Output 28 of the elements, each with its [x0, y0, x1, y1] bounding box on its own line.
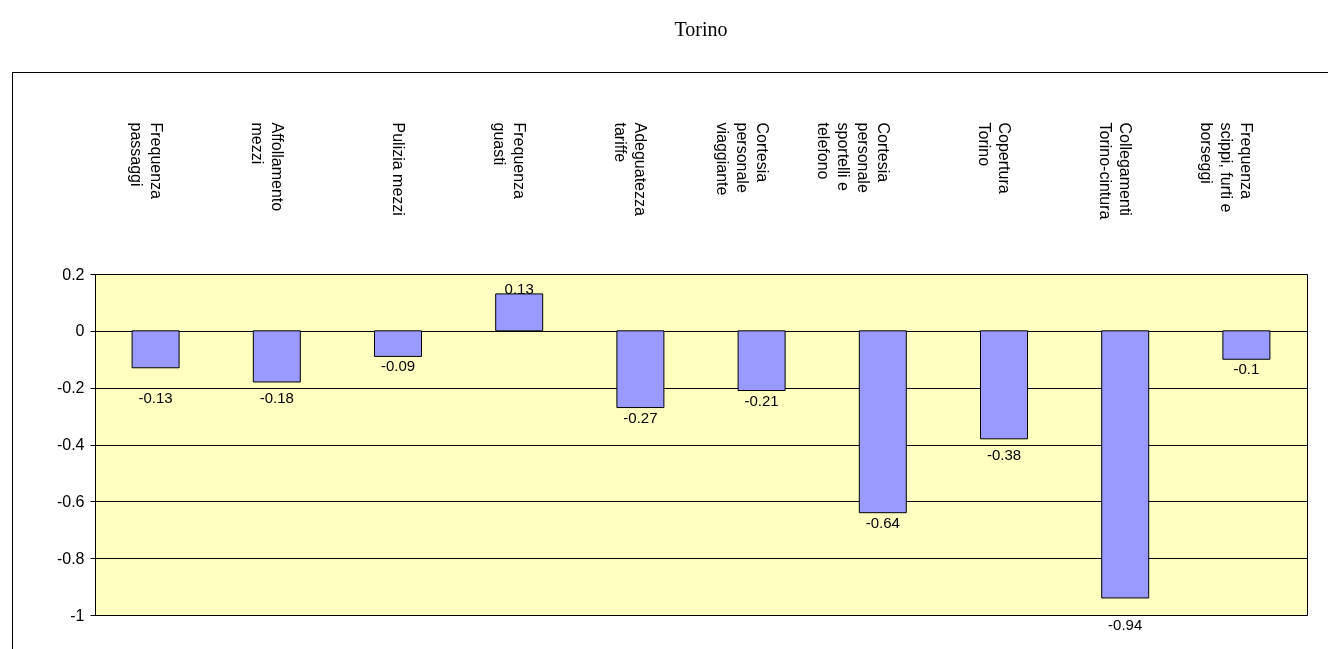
y-tick-label: -1 — [70, 606, 85, 624]
x-tick-label: Collegamenti Torino-cintura — [1097, 122, 1135, 220]
data-label: -0.21 — [744, 391, 779, 409]
x-tick-label: Frequenza scippi, furti e borseggi — [1198, 122, 1256, 213]
data-label: -0.64 — [865, 513, 900, 531]
data-label: 0.13 — [504, 279, 534, 297]
data-label: -0.27 — [623, 408, 658, 426]
data-label: -0.94 — [1108, 616, 1143, 633]
y-tick-label: -0.6 — [56, 492, 85, 510]
x-tick-label: Copertura Torino — [976, 122, 1013, 194]
data-label: -0.38 — [986, 445, 1022, 463]
y-tick-label: 0.2 — [62, 265, 85, 283]
data-label: -0.13 — [138, 388, 173, 406]
y-tick-label: -0.4 — [56, 436, 85, 453]
data-label: -0.09 — [380, 357, 416, 375]
x-tick-label: Cortesia personale viaggiante — [713, 122, 771, 196]
x-tick-label: Frequenza guasti — [491, 122, 529, 200]
x-tick-label: Cortesia personale sportelli e telefono — [814, 122, 892, 193]
y-tick-label: -0.2 — [56, 379, 85, 397]
y-tick-label: -0.8 — [56, 549, 85, 567]
data-label: -0.1 — [1233, 360, 1260, 378]
data-label: -0.18 — [259, 388, 294, 406]
x-tick-label: Frequenza passaggi — [127, 122, 165, 200]
y-tick-label: 0 — [75, 322, 85, 340]
x-tick-label: Pulizia mezzi — [390, 122, 407, 216]
x-tick-label: Adeguatezza tariffe — [612, 122, 650, 217]
x-tick-label: Affollamento mezzi — [248, 122, 286, 212]
chart-title: Torino — [674, 18, 728, 40]
